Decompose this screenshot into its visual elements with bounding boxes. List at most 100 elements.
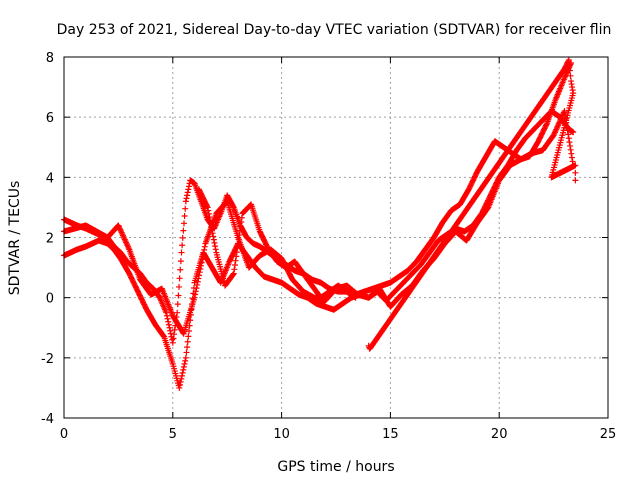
data-point — [198, 198, 210, 221]
data-point — [457, 187, 472, 208]
y-tick-label: 8 — [46, 51, 54, 66]
data-point — [169, 360, 182, 389]
data-point — [430, 220, 446, 241]
data-point — [126, 246, 143, 281]
x-tick-label: 15 — [382, 427, 399, 442]
data-point — [335, 282, 350, 295]
data-point — [496, 163, 513, 184]
data-point — [224, 192, 237, 210]
data-point — [387, 274, 402, 286]
data-point — [422, 235, 437, 253]
data-point — [391, 280, 406, 295]
y-tick-label: -2 — [41, 352, 54, 367]
data-point — [507, 156, 524, 169]
data-point — [124, 258, 137, 271]
data-point — [539, 133, 556, 154]
data-point — [134, 288, 150, 312]
data-point — [111, 246, 123, 261]
y-axis-label: SDTVAR / TECUs — [7, 181, 23, 296]
x-tick-label: 5 — [169, 427, 177, 442]
data-point — [491, 138, 506, 150]
data-point — [300, 270, 315, 288]
data-point — [213, 199, 230, 217]
data-point — [161, 333, 176, 365]
data-point — [548, 162, 578, 181]
data-point — [474, 205, 491, 226]
data-point — [252, 264, 267, 279]
data-point — [304, 294, 319, 307]
data-point — [176, 357, 189, 391]
data-point — [483, 139, 498, 160]
data-point — [531, 117, 546, 133]
data-point — [565, 57, 574, 79]
data-point — [317, 279, 332, 292]
data-point — [522, 126, 537, 142]
chart-title: Day 253 of 2021, Sidereal Day-to-day VTE… — [57, 22, 612, 38]
data-point — [439, 208, 454, 226]
series-track-d — [195, 186, 359, 301]
data-point — [67, 219, 80, 229]
data-point — [365, 342, 373, 351]
data-point — [224, 198, 241, 239]
data-point — [82, 222, 99, 235]
data-point — [204, 204, 219, 253]
data-point — [245, 253, 263, 271]
y-tick-label: -4 — [41, 412, 54, 427]
x-axis-label: GPS time / hours — [277, 459, 394, 475]
data-points — [61, 57, 579, 391]
data-point — [300, 288, 317, 301]
data-point — [396, 268, 411, 280]
data-point — [376, 285, 393, 309]
data-point — [126, 270, 141, 294]
axis-ticks: 0 5 10 15 20 25 -4 -2 0 2 4 6 8 — [41, 51, 616, 442]
data-point — [148, 285, 165, 298]
data-point — [343, 282, 361, 298]
data-point — [404, 259, 419, 274]
y-tick-label: 0 — [46, 292, 54, 307]
y-tick-label: 6 — [46, 111, 54, 126]
data-point — [548, 108, 563, 120]
data-point — [549, 90, 577, 178]
data-point — [343, 288, 358, 301]
data-point — [413, 247, 428, 265]
data-point — [513, 136, 528, 154]
data-point — [535, 121, 550, 145]
data-point — [287, 285, 302, 298]
data-point — [572, 177, 579, 184]
data-point — [265, 246, 280, 264]
data-point — [570, 129, 577, 136]
data-point — [156, 294, 169, 315]
data-point — [117, 249, 130, 264]
data-point — [461, 222, 476, 235]
data-point — [163, 309, 176, 343]
data-point — [366, 66, 567, 352]
data-point — [115, 222, 132, 252]
data-point — [178, 205, 189, 256]
data-point — [552, 76, 567, 103]
data-point — [339, 295, 354, 307]
data-point — [465, 169, 480, 193]
data-point — [400, 271, 415, 286]
data-point — [387, 292, 404, 310]
data-point — [158, 285, 176, 318]
data-point — [152, 321, 167, 339]
data-point — [143, 306, 158, 327]
data-point — [67, 246, 80, 256]
x-tick-label: 20 — [491, 427, 508, 442]
data-point — [195, 186, 210, 210]
data-point — [182, 180, 193, 205]
data-point — [208, 264, 224, 285]
y-tick-label: 4 — [46, 171, 54, 186]
data-point — [417, 250, 432, 268]
data-point — [517, 150, 535, 163]
x-tick-label: 25 — [600, 427, 617, 442]
data-point — [278, 279, 293, 292]
data-point — [248, 201, 263, 233]
data-point — [180, 296, 197, 337]
data-point — [239, 202, 254, 217]
y-tick-label: 2 — [46, 232, 54, 247]
data-point — [330, 301, 345, 313]
data-point — [222, 271, 237, 289]
data-point — [104, 240, 117, 252]
